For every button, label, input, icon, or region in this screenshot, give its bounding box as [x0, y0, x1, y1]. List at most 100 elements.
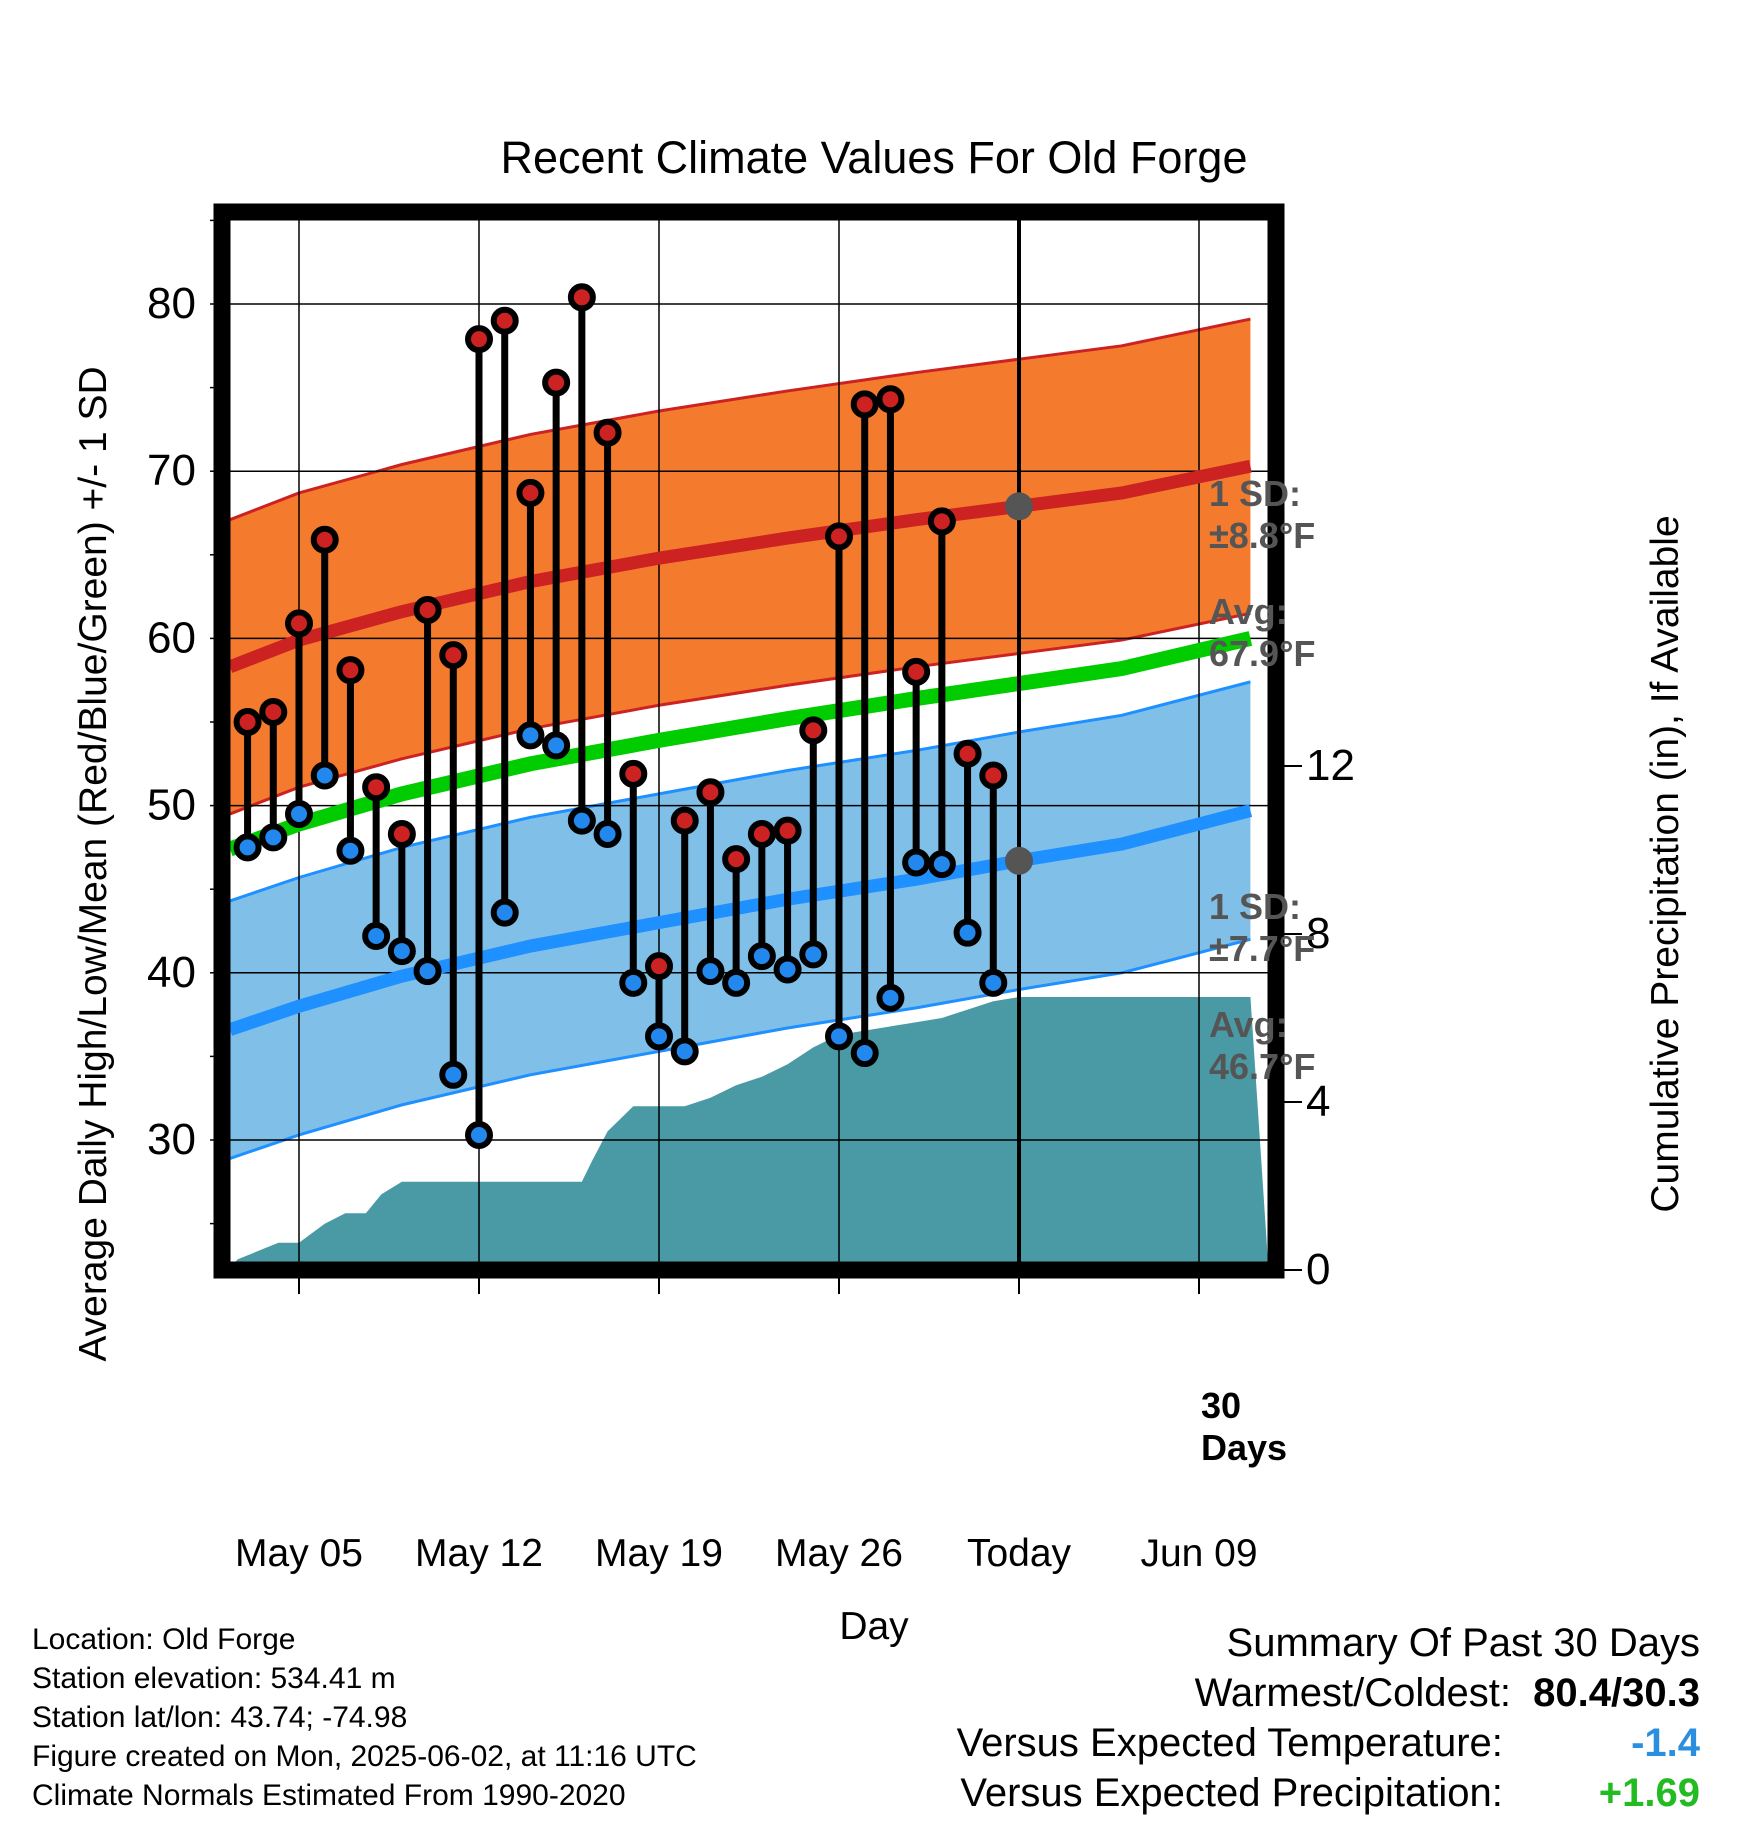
x-tick-label: May 19 — [595, 1532, 723, 1575]
high-point — [876, 385, 905, 414]
y2-axis-label: Cumulative Precipitation (in), If Availa… — [1644, 515, 1687, 1212]
high-point — [259, 697, 288, 726]
low-point — [516, 721, 545, 750]
low-point — [542, 731, 571, 760]
high-point — [593, 418, 622, 447]
low-point — [670, 1037, 699, 1066]
low-point — [850, 1039, 879, 1068]
high-point — [927, 507, 956, 536]
today-high-avg-point — [1005, 492, 1033, 521]
x-tick-label: May 26 — [775, 1532, 903, 1575]
high-point — [465, 325, 493, 354]
high-point — [233, 708, 262, 736]
summary-precipitation: Versus Expected Precipitation: +1.69 — [957, 1768, 1700, 1818]
today-count-label: 30 — [1201, 1385, 1241, 1426]
low-point — [593, 820, 622, 849]
latlon-text: Station lat/lon: 43.74; -74.98 — [32, 1701, 408, 1734]
low-point — [362, 922, 391, 951]
high-point — [619, 759, 648, 788]
frame-border — [213, 203, 1285, 1279]
normals-text: Climate Normals Estimated From 1990-2020 — [32, 1779, 626, 1812]
y-axis-label: Average Daily High/Low/Mean (Red/Blue/Gr… — [72, 366, 115, 1361]
low-point — [233, 833, 262, 862]
high-point — [413, 595, 442, 624]
summary-temperature: Versus Expected Temperature: -1.4 — [957, 1718, 1700, 1768]
high-normal-line — [227, 459, 1252, 673]
high-point — [542, 368, 571, 397]
low-point — [567, 806, 596, 835]
high-point — [567, 283, 596, 312]
high-point — [979, 761, 1008, 790]
location-text: Location: Old Forge — [32, 1623, 296, 1656]
y-tick-label: 40 — [147, 948, 196, 997]
low-point — [413, 957, 442, 986]
x-tick-label: May 05 — [235, 1532, 363, 1575]
x-tick-label: May 12 — [415, 1532, 543, 1575]
summary-title: Summary Of Past 30 Days — [1226, 1621, 1700, 1665]
high-point — [387, 820, 416, 849]
today-days-label: Days — [1201, 1427, 1287, 1468]
high-point — [773, 816, 802, 845]
high-point — [490, 306, 519, 335]
low-point — [773, 955, 802, 984]
high-point — [825, 522, 853, 551]
today-low-avg-point — [1005, 846, 1033, 875]
high-point — [850, 390, 879, 419]
chart-title: Recent Climate Values For Old Forge — [501, 132, 1248, 183]
low-avg-label: Avg: — [1209, 1004, 1288, 1045]
high-point — [439, 641, 468, 670]
station-metadata: Location: Old Forge Station elevation: 5… — [32, 1620, 697, 1815]
high-avg-label: Avg: — [1209, 591, 1288, 632]
y-tick-label: 60 — [147, 613, 196, 662]
high-point — [722, 845, 751, 874]
high-point — [799, 716, 828, 745]
x-axis-label: Day — [839, 1605, 909, 1648]
low-point — [336, 836, 365, 865]
high-point — [310, 525, 339, 554]
y-tick-label: 50 — [147, 781, 196, 830]
y-tick-label: 30 — [147, 1115, 196, 1164]
low-point — [439, 1060, 468, 1089]
warmest-coldest-value: 80.4/30.3 — [1533, 1671, 1700, 1715]
high-avg-value: 67.9°F — [1209, 633, 1315, 674]
temperature-value: -1.4 — [1631, 1721, 1700, 1765]
daily-points — [233, 283, 1033, 1149]
temperature-label: Versus Expected Temperature: — [956, 1721, 1503, 1765]
high-sd-value: ±8.8°F — [1209, 515, 1315, 556]
high-point — [670, 806, 699, 835]
high-point — [285, 609, 313, 638]
high-point — [362, 773, 391, 802]
low-point — [310, 761, 339, 790]
low-point — [979, 968, 1008, 997]
y2-tick-label: 8 — [1306, 909, 1330, 958]
low-point — [747, 942, 776, 971]
x-tick-label: Today — [967, 1532, 1072, 1575]
low-point — [722, 968, 751, 997]
low-point — [825, 1022, 853, 1051]
high-point — [696, 778, 725, 807]
plot-frame — [213, 203, 1285, 1279]
precipitation-label: Versus Expected Precipitation: — [960, 1771, 1503, 1815]
low-point — [799, 940, 828, 969]
low-point — [285, 799, 313, 828]
low-sd-value: ±7.7°F — [1209, 928, 1315, 969]
low-sd-lower-edge — [229, 937, 1251, 1160]
created-text: Figure created on Mon, 2025-06-02, at 11… — [32, 1740, 697, 1773]
low-point — [645, 1022, 673, 1051]
summary-panel: Summary Of Past 30 Days Warmest/Coldest:… — [957, 1618, 1700, 1818]
low-point — [465, 1120, 493, 1149]
high-point — [747, 820, 776, 849]
warmest-coldest-label: Warmest/Coldest: — [1194, 1671, 1511, 1715]
low-point — [953, 918, 982, 947]
high-sd-band — [230, 319, 1251, 814]
precipitation-area — [230, 997, 1268, 1270]
precipitation-value: +1.69 — [1598, 1771, 1700, 1815]
daily-stems — [244, 297, 997, 1135]
x-tick-label: Jun 09 — [1140, 1532, 1257, 1575]
axes: 30 40 50 60 70 80 0 4 8 12 May 05 May 12 May 19 May 2… — [72, 132, 1687, 1648]
high-point — [336, 656, 365, 685]
y-tick-label: 80 — [147, 279, 196, 328]
high-point — [645, 952, 673, 981]
